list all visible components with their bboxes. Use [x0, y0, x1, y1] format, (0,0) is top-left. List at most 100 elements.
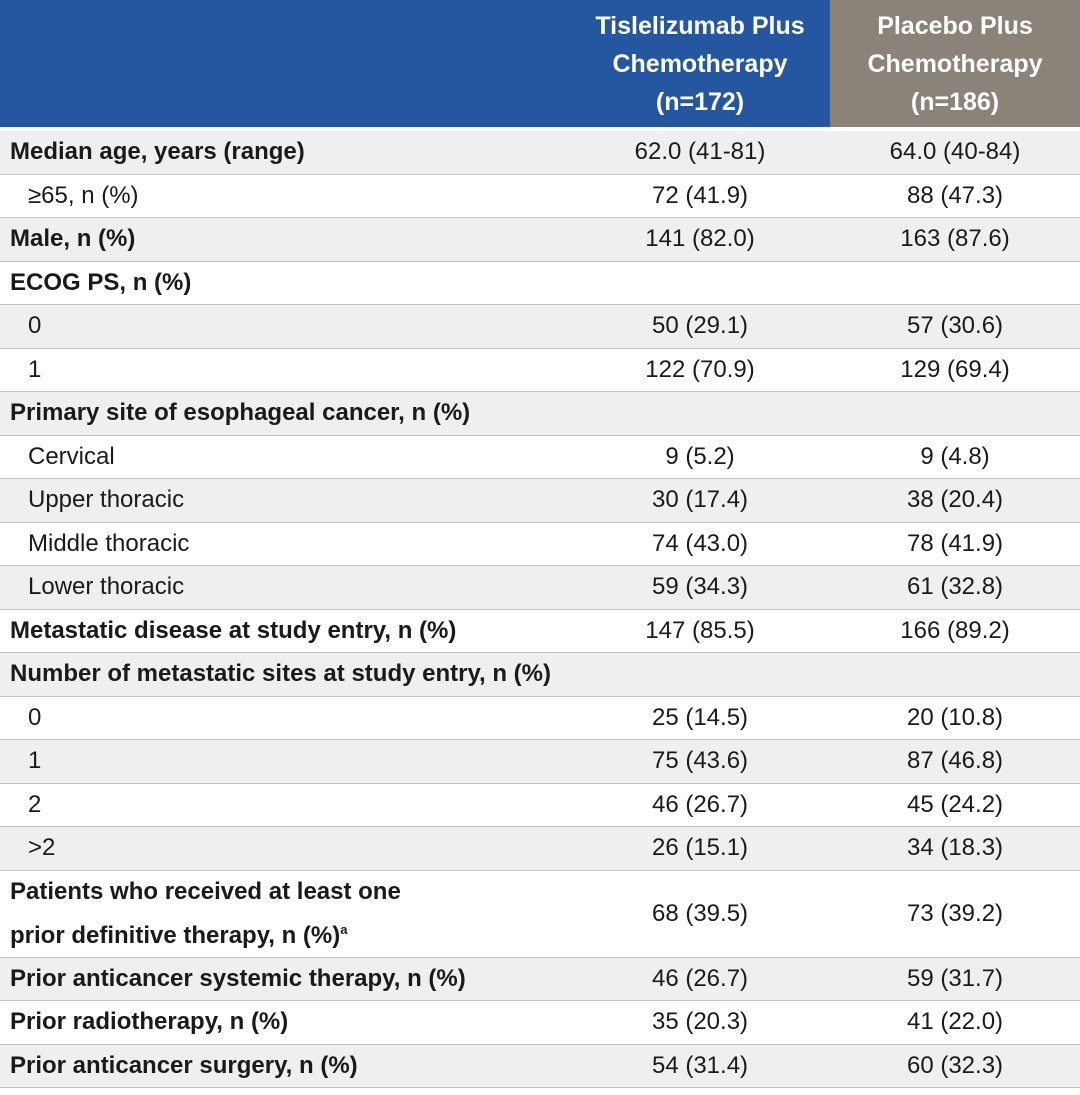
row-label: 1 [0, 742, 570, 780]
label-line: 0 [28, 703, 42, 731]
table-body: Median age, years (range) 62.0 (41-81) 64.… [0, 131, 1080, 1088]
table-row: ECOG PS, n (%) [0, 262, 1080, 305]
table-row: Patients who received at least one prior … [0, 871, 1080, 958]
row-label: Number of metastatic sites at study entr… [0, 655, 570, 693]
header-blank [0, 0, 570, 127]
label-line: Primary site of esophageal cancer, n (%) [10, 399, 471, 427]
table-row: Middle thoracic 74 (43.0) 78 (41.9) [0, 523, 1080, 566]
row-label: 0 [0, 699, 570, 737]
table-row: 1 122 (70.9) 129 (69.4) [0, 349, 1080, 392]
table-row: 0 50 (29.1) 57 (30.6) [0, 305, 1080, 349]
table-row: >2 26 (15.1) 34 (18.3) [0, 827, 1080, 871]
table-row: Median age, years (range) 62.0 (41-81) 64.… [0, 131, 1080, 175]
table-header: Tislelizumab Plus Chemotherapy (n=172) Plac… [0, 0, 1080, 127]
table-row: ≥65, n (%) 72 (41.9) 88 (47.3) [0, 175, 1080, 218]
label-line: 1 [28, 747, 42, 775]
table-row: Metastatic disease at study entry, n (%)… [0, 610, 1080, 653]
table-row: Prior radiotherapy, n (%) 35 (20.3) 41 (22… [0, 1001, 1080, 1045]
cell-value: 59 (31.7) [906, 964, 1004, 992]
label-line: Male, n (%) [10, 225, 136, 253]
cell-value: 129 (69.4) [900, 355, 1010, 383]
cell-value: 59 (34.3) [651, 573, 749, 601]
label-line: Prior anticancer surgery, n (%) [10, 1051, 358, 1079]
row-label: Cervical [0, 438, 570, 476]
table-row: Male, n (%) 141 (82.0) 163 (87.6) [0, 218, 1080, 262]
column-header: Placebo Plus Chemotherapy (n=186) [830, 0, 1080, 127]
row-label: Middle thoracic [0, 525, 570, 563]
row-label: 2 [0, 786, 570, 824]
table-row: Primary site of esophageal cancer, n (%) [0, 392, 1080, 436]
label-line: 0 [28, 312, 42, 340]
cell-value: 68 (39.5) [651, 899, 749, 927]
label-line: 2 [28, 790, 42, 818]
table-row: Prior anticancer systemic therapy, n (%)… [0, 957, 1080, 1001]
cell-value: 74 (43.0) [651, 529, 749, 557]
cell-value: 163 (87.6) [900, 225, 1010, 253]
cell-value: 88 (47.3) [906, 181, 1004, 209]
row-label: Prior anticancer systemic therapy, n (%) [0, 960, 570, 998]
table-row: Upper thoracic 30 (17.4) 38 (20.4) [0, 479, 1080, 523]
label-line: Middle thoracic [28, 529, 190, 557]
label-line: 1 [28, 355, 42, 383]
cell-value: 78 (41.9) [906, 529, 1004, 557]
row-label: Lower thoracic [0, 568, 570, 606]
cell-value: 60 (32.3) [906, 1051, 1004, 1079]
row-label: Metastatic disease at study entry, n (%) [0, 612, 570, 650]
cell-value: 30 (17.4) [651, 486, 749, 514]
cell-value: 46 (26.7) [651, 790, 749, 818]
cell-value: 87 (46.8) [906, 747, 1004, 775]
label-line: Prior anticancer systemic therapy, n (%) [10, 964, 466, 992]
header-line: Tislelizumab Plus [595, 11, 805, 40]
cell-value: 166 (89.2) [900, 616, 1010, 644]
cell-value: 62.0 (41-81) [634, 138, 766, 166]
cell-value: 46 (26.7) [651, 964, 749, 992]
cell-value: 25 (14.5) [651, 703, 749, 731]
label-line: Metastatic disease at study entry, n (%) [10, 616, 457, 644]
label-line: Number of metastatic sites at study entr… [10, 660, 552, 688]
row-label: Male, n (%) [0, 220, 570, 258]
cell-value: 61 (32.8) [906, 573, 1004, 601]
label-line: >2 [28, 834, 56, 862]
cell-value: 38 (20.4) [906, 486, 1004, 514]
column-header: Tislelizumab Plus Chemotherapy (n=172) [570, 0, 830, 127]
table-row: 2 46 (26.7) 45 (24.2) [0, 784, 1080, 827]
cell-value: 34 (18.3) [906, 834, 1004, 862]
header-line: Chemotherapy [867, 49, 1043, 78]
cell-value: 122 (70.9) [645, 355, 755, 383]
cell-value: 20 (10.8) [906, 703, 1004, 731]
row-label: ECOG PS, n (%) [0, 264, 570, 302]
row-label: 0 [0, 307, 570, 345]
row-label: ≥65, n (%) [0, 177, 570, 215]
table-row: 1 75 (43.6) 87 (46.8) [0, 740, 1080, 784]
cell-value: 147 (85.5) [645, 616, 755, 644]
cell-value: 64.0 (40-84) [889, 138, 1021, 166]
cell-value: 9 (5.2) [665, 442, 735, 470]
cell-value: 72 (41.9) [651, 181, 749, 209]
label-line: prior definitive therapy, n (%)a [10, 921, 348, 949]
footnote-mark: a [340, 921, 348, 937]
header-line: Chemotherapy [612, 49, 788, 78]
cell-value: 50 (29.1) [651, 312, 749, 340]
label-line: Cervical [28, 442, 115, 470]
header-line: (n=172) [655, 87, 745, 116]
cell-value: 35 (20.3) [651, 1008, 749, 1036]
cell-value: 9 (4.8) [920, 442, 990, 470]
cell-value: 26 (15.1) [651, 834, 749, 862]
row-label: Patients who received at least one prior … [0, 873, 570, 955]
cell-value: 41 (22.0) [906, 1008, 1004, 1036]
row-label: Prior radiotherapy, n (%) [0, 1003, 570, 1041]
label-line: Median age, years (range) [10, 138, 305, 166]
row-label: Median age, years (range) [0, 133, 570, 171]
label-line: Prior radiotherapy, n (%) [10, 1008, 289, 1036]
label-line: Upper thoracic [28, 486, 185, 514]
row-label: Primary site of esophageal cancer, n (%) [0, 394, 570, 432]
cell-value: 141 (82.0) [645, 225, 755, 253]
cell-value: 54 (31.4) [651, 1051, 749, 1079]
row-label: 1 [0, 351, 570, 389]
table-row: 0 25 (14.5) 20 (10.8) [0, 697, 1080, 740]
table-row: Cervical 9 (5.2) 9 (4.8) [0, 436, 1080, 479]
row-label: Upper thoracic [0, 481, 570, 519]
header-line: (n=186) [910, 87, 1000, 116]
row-label: Prior anticancer surgery, n (%) [0, 1047, 570, 1085]
